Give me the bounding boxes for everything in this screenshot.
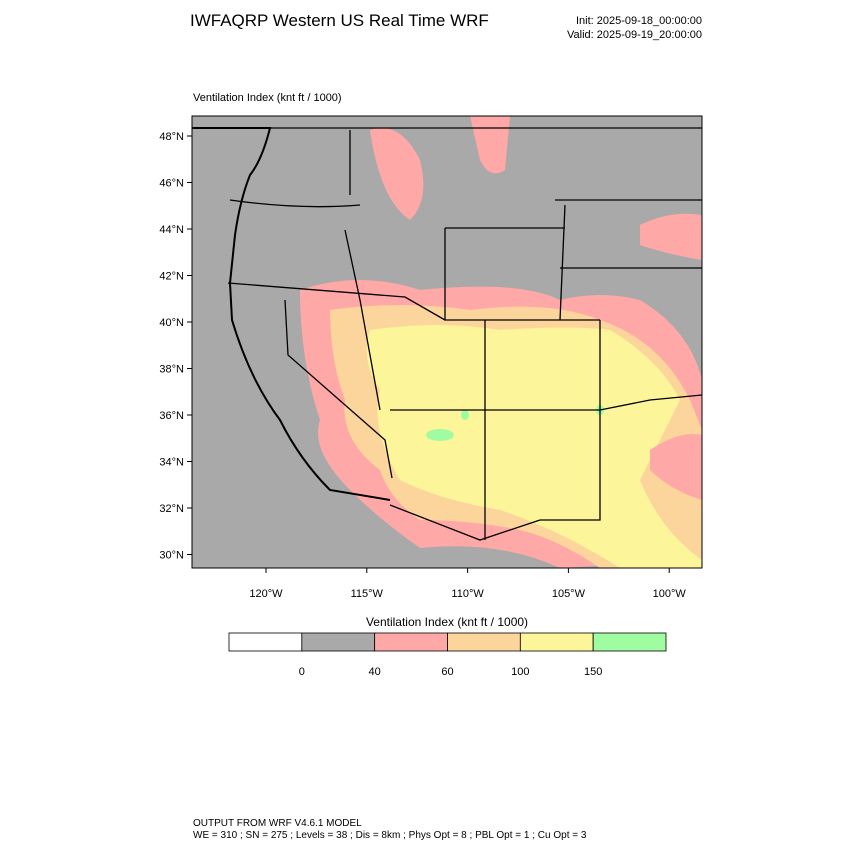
colorbar-box	[447, 632, 521, 652]
colorbar-box	[374, 632, 448, 652]
lon-label: 100°W	[653, 588, 687, 600]
lon-label: 110°W	[451, 588, 484, 600]
lat-label: 48°N	[159, 131, 184, 143]
colorbar-label: 40	[369, 666, 381, 678]
colorbar-title: Ventilation Index (knt ft / 1000)	[366, 615, 528, 629]
lat-label: 36°N	[159, 410, 184, 422]
colorbar-box	[301, 632, 376, 652]
lat-label: 42°N	[159, 271, 184, 283]
title: IWFAQRP Western US Real Time WRF	[190, 11, 489, 30]
footer-line: WE = 310 ; SN = 275 ; Levels = 38 ; Dis …	[193, 830, 587, 841]
map-frame	[191, 115, 703, 569]
colorbar-label: 150	[584, 666, 602, 678]
lat-label: 40°N	[159, 317, 184, 329]
lat-label: 38°N	[159, 364, 184, 376]
map	[191, 115, 703, 569]
lat-axis: 48°N 46°N 44°N 42°N 40°N 38°N 36°N 34°N 32°N 30°N	[159, 131, 192, 562]
valid-time: Valid: 2025-09-19_20:00:00	[567, 29, 702, 41]
colorbar-label: 100	[511, 666, 529, 678]
lat-label: 44°N	[159, 224, 184, 236]
map-subtitle: Ventilation Index (knt ft / 1000)	[193, 92, 342, 104]
lon-label: 120°W	[249, 588, 283, 600]
colorbar-box	[228, 632, 303, 652]
lat-label: 32°N	[159, 503, 184, 515]
colorbar-label: 0	[299, 666, 305, 678]
lon-axis: 120°W 115°W 110°W 105°W 100°W	[249, 568, 686, 600]
lon-label: 115°W	[351, 588, 384, 600]
colorbar: 0 40 60 100 150	[228, 632, 667, 678]
lat-label: 30°N	[159, 550, 184, 562]
lat-label: 46°N	[159, 178, 184, 190]
footer-line: OUTPUT FROM WRF V4.6.1 MODEL	[193, 818, 362, 829]
lat-label: 34°N	[159, 457, 184, 469]
colorbar-box	[519, 632, 594, 652]
colorbar-label: 60	[441, 666, 453, 678]
init-time: Init: 2025-09-18_00:00:00	[576, 15, 702, 27]
lon-label: 105°W	[552, 588, 586, 600]
colorbar-box	[592, 632, 667, 652]
